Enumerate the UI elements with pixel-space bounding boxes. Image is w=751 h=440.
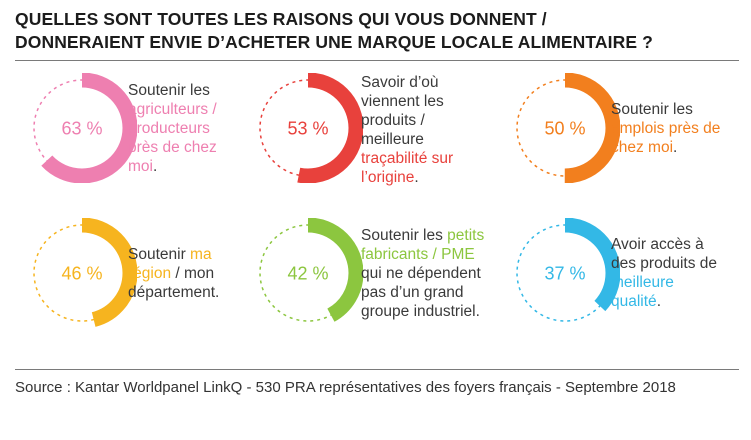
donut-card: 37 % Avoir accès à des produits de meille… [510,218,750,348]
donut-value-arc [27,73,137,183]
chart-title-line-2: DONNERAIENT ENVIE D’ACHETER UNE MARQUE L… [15,32,653,52]
donut-chart: 50 % [510,73,620,183]
description-text: Savoir d’où viennent les produits / meil… [361,74,444,148]
description-highlight: emplois près de chez moi [611,120,721,156]
description-text: . [414,169,419,186]
description-text: Soutenir [128,246,191,263]
donut-chart: 46 % [27,218,137,328]
top-divider [15,60,739,61]
chart-title-line-1: QUELLES SONT TOUTES LES RAISONS QUI VOUS… [15,9,547,29]
donut-card: 46 % Soutenir ma région / mon département… [27,218,267,348]
donut-chart: 37 % [510,218,620,328]
chart-title: QUELLES SONT TOUTES LES RAISONS QUI VOUS… [15,8,735,54]
donut-chart: 42 % [253,218,363,328]
donut-card: 50 % Soutenir les emplois près de chez mo… [510,73,750,203]
donut-chart: 53 % [253,73,363,183]
donut-card: 63 % Soutenir les agriculteurs / producte… [27,73,267,203]
description-text: . [656,293,661,310]
donut-description: Soutenir les agriculteurs / producteurs … [128,81,243,176]
donut-description: Avoir accès à des produits de meilleure … [611,235,726,311]
donut-value-arc [253,73,363,183]
description-text: Avoir accès à des produits de [611,236,717,272]
description-highlight: traçabilité sur l’origine [361,150,454,186]
description-text: Soutenir les [361,227,448,244]
donut-value-arc [253,218,363,328]
donut-percent-label: 63 % [61,119,102,139]
description-highlight: petits fabricants / PME [361,227,485,263]
description-highlight: agriculteurs / producteurs près de chez … [128,101,217,175]
donut-description: Soutenir les petits fabricants / PME qui… [361,226,486,321]
donut-description: Soutenir ma région / mon département. [128,245,248,302]
description-text: qui ne dépendent pas d’un grand groupe i… [361,265,481,320]
description-text: Soutenir les [128,82,210,99]
description-text: / mon département. [128,265,220,301]
donut-value-arc [510,73,620,183]
donut-value-arc [27,218,137,328]
donut-description: Savoir d’où viennent les produits / meil… [361,73,486,187]
donut-description: Soutenir les emplois près de chez moi. [611,100,726,157]
donut-chart: 63 % [27,73,137,183]
donut-percent-label: 50 % [544,119,585,139]
description-text: Soutenir les [611,101,693,118]
description-highlight: ma région [128,246,212,282]
donut-percent-label: 46 % [61,264,102,284]
donut-card: 53 % Savoir d’où viennent les produits / … [253,73,493,203]
donut-percent-label: 37 % [544,264,585,284]
source-note: Source : Kantar Worldpanel LinkQ - 530 P… [15,379,676,396]
donut-value-arc [510,218,620,328]
description-highlight: meilleure qualité [611,274,674,310]
donut-percent-label: 53 % [287,119,328,139]
description-text: . [673,139,678,156]
donut-percent-label: 42 % [287,264,328,284]
donut-card: 42 % Soutenir les petits fabricants / PME… [253,218,493,348]
bottom-divider [15,369,739,370]
description-text: . [152,158,158,175]
